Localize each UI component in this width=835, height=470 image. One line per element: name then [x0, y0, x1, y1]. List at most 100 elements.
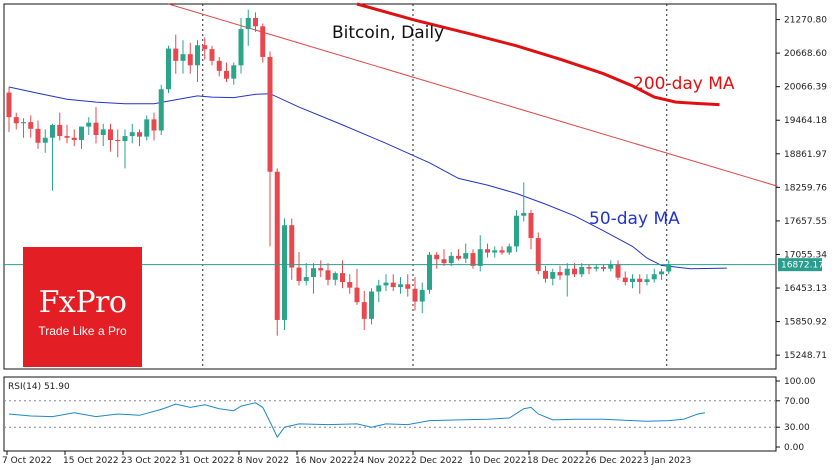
candle-body [615, 264, 621, 278]
candle [50, 123, 55, 191]
candle [361, 290, 367, 330]
candle-body [543, 270, 548, 279]
candle-body [622, 277, 628, 283]
candle-body [180, 54, 186, 61]
price-tick-label: 15850.92 [784, 318, 827, 328]
candle-body [245, 17, 251, 30]
trend-line-segment [168, 3, 778, 187]
candle-body [158, 89, 164, 131]
candle [499, 246, 505, 255]
candle-body [593, 267, 599, 269]
ma200-label: 200-day MA [633, 74, 735, 94]
candle [79, 126, 84, 149]
candle [651, 268, 657, 283]
candle-body [441, 259, 447, 264]
candle-body [209, 49, 215, 61]
candle-body [216, 60, 222, 71]
candle-body [383, 282, 389, 286]
candle [543, 265, 548, 283]
candle [28, 115, 34, 138]
candle [296, 251, 302, 286]
candle-body [289, 225, 295, 268]
candle [129, 123, 135, 144]
date-tick-label: 10 Dec 2022 [469, 456, 527, 466]
price-tick-label: 17657.55 [784, 217, 827, 227]
candle-body [427, 254, 432, 290]
rsi-panel [3, 376, 777, 452]
rsi-panel-border [3, 376, 777, 452]
candle [514, 210, 519, 252]
candle-body [274, 171, 280, 320]
price-tick-label: 19464.18 [784, 116, 827, 126]
candle-body [28, 122, 34, 129]
candle-body [21, 122, 26, 124]
price-tick-label: 16453.13 [784, 284, 827, 294]
candle-body [361, 302, 367, 319]
rsi-tick-label: 30.00 [784, 423, 810, 433]
candle-body [318, 268, 324, 271]
candle [274, 168, 280, 336]
candle [144, 115, 150, 141]
rsi-tick-label: 70.00 [784, 397, 810, 407]
date-tick-label: 23 Oct 2022 [121, 456, 177, 466]
candle [137, 129, 142, 147]
fxpro-logo: FxPro Trade Like a Pro [23, 247, 142, 367]
candle [456, 249, 461, 261]
candle-body [398, 284, 403, 288]
logo-name: FxPro [38, 285, 127, 320]
candle [311, 263, 316, 294]
candle [666, 260, 672, 275]
candle [151, 112, 157, 141]
candle [325, 263, 331, 286]
candle [57, 112, 63, 141]
candle [180, 40, 186, 74]
candle-body [129, 132, 135, 137]
candle-body [666, 264, 672, 272]
candle-body [492, 250, 498, 253]
candle [390, 274, 396, 291]
price-tick-label: 18259.76 [784, 183, 827, 193]
candle [245, 9, 251, 46]
date-tick-label: 24 Nov 2022 [353, 456, 411, 466]
candle-body [267, 56, 273, 172]
candle [260, 23, 266, 63]
candle [434, 251, 440, 269]
candle [412, 277, 418, 311]
candle-body [86, 122, 92, 127]
candle-body [601, 267, 606, 269]
candle [463, 243, 469, 264]
candle-body [586, 267, 592, 269]
candle-body [434, 254, 440, 260]
moving-averages [8, 2, 727, 270]
candle-body [64, 136, 70, 138]
date-tick-label: 7 Oct 2022 [2, 456, 52, 466]
candle-body [376, 285, 382, 292]
candle [535, 232, 541, 275]
rsi-line [8, 402, 706, 439]
candle-body [572, 268, 577, 275]
candle [564, 263, 570, 297]
date-tick-label: 3 Jan 2023 [643, 456, 691, 466]
trend-line [168, 3, 778, 187]
candle-body [303, 277, 309, 281]
candle [231, 62, 237, 85]
candle [115, 129, 121, 158]
price-tick-label: 21270.80 [784, 16, 827, 26]
candle-body [506, 246, 512, 253]
candle [158, 84, 164, 135]
price-axis: 21270.80 20668.60 20066.39 19464.18 18861.97… [776, 16, 827, 361]
candle-body [151, 119, 157, 131]
candle-body [557, 272, 563, 276]
candle [376, 279, 382, 303]
candle-body [412, 288, 418, 302]
candle [6, 87, 12, 133]
candle-body [42, 137, 48, 143]
candle-body [166, 48, 171, 90]
candle-body [187, 54, 193, 66]
candle [209, 45, 215, 66]
candle [93, 107, 99, 144]
candle [528, 210, 534, 250]
candle-body [6, 92, 12, 118]
candle-body [108, 129, 113, 140]
candle-body [390, 282, 396, 288]
